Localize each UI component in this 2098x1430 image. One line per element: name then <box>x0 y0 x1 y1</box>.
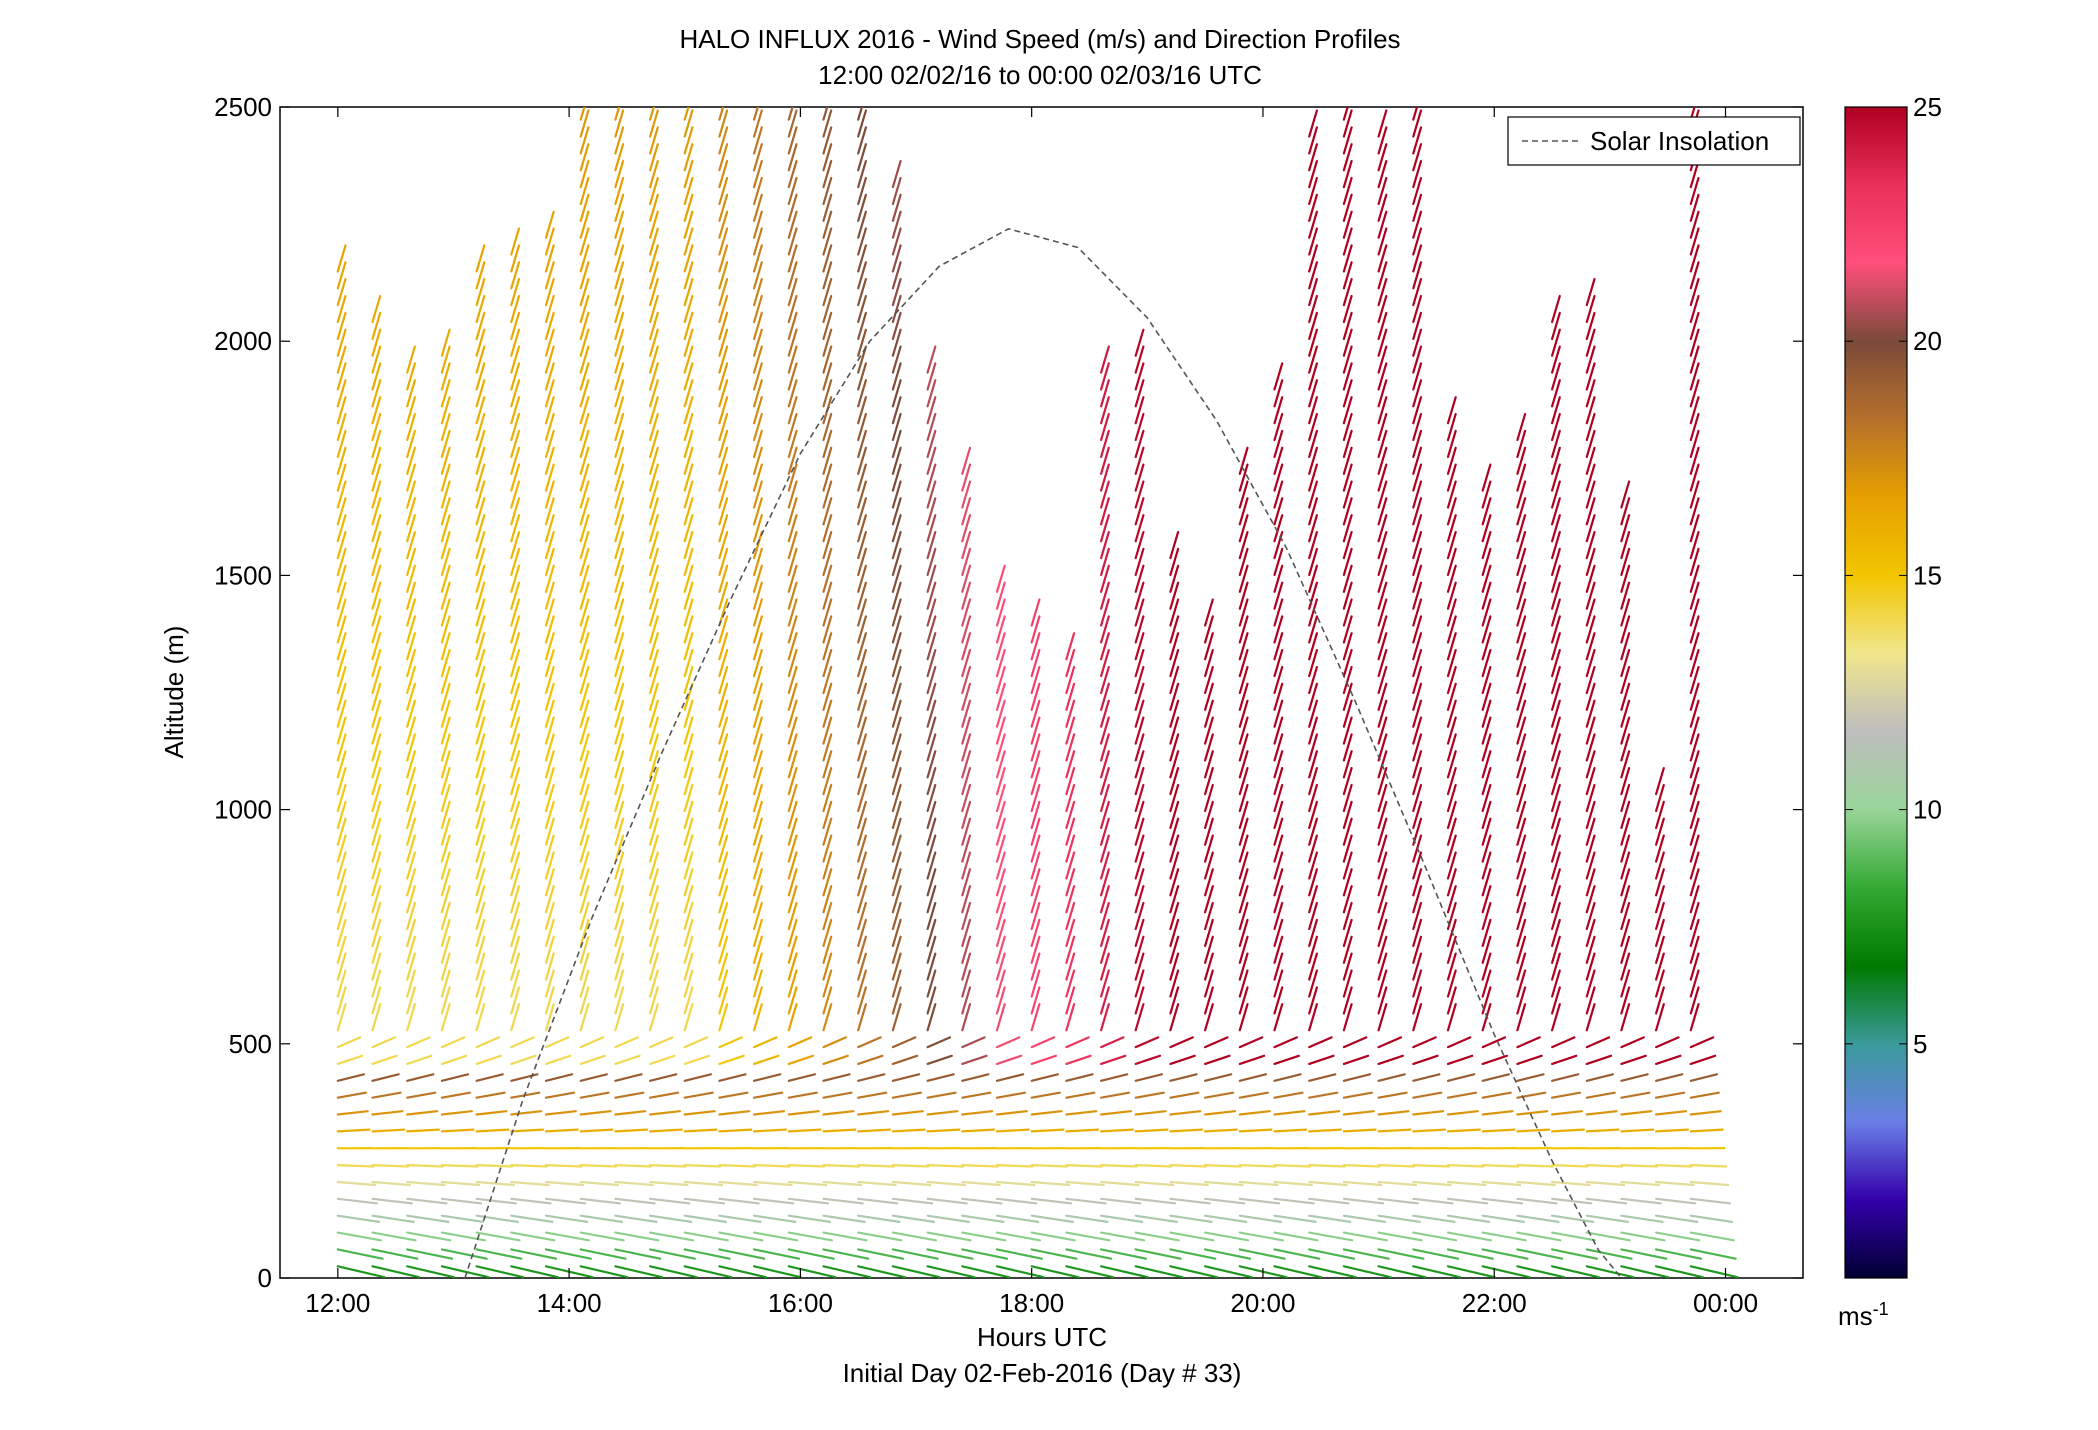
x-tick-label: 16:00 <box>768 1288 833 1318</box>
wind-barb <box>719 1165 755 1166</box>
wind-barb <box>1344 1165 1380 1166</box>
wind-barb <box>893 1165 929 1166</box>
x-axis-sublabel: Initial Day 02-Feb-2016 (Day # 33) <box>843 1358 1242 1388</box>
chart-title: HALO INFLUX 2016 - Wind Speed (m/s) and … <box>679 24 1400 54</box>
wind-barb <box>1621 1165 1657 1166</box>
wind-barb <box>928 1165 964 1166</box>
colorbar-tick-label: 5 <box>1913 1029 1927 1059</box>
y-tick-label: 2000 <box>214 326 272 356</box>
y-tick-label: 2500 <box>214 92 272 122</box>
colorbar-tick-label: 25 <box>1913 92 1942 122</box>
wind-barb <box>1483 1165 1518 1166</box>
wind-barb <box>1205 1165 1241 1166</box>
x-tick-label: 18:00 <box>999 1288 1064 1318</box>
x-tick-label: 14:00 <box>537 1288 602 1318</box>
wind-barb <box>1066 1165 1101 1166</box>
wind-barb <box>650 1165 685 1166</box>
wind-barb <box>754 1165 790 1166</box>
legend: Solar Insolation <box>1508 117 1800 165</box>
x-tick-label: 12:00 <box>305 1288 370 1318</box>
wind-barb <box>1587 1165 1622 1166</box>
wind-barb <box>373 1165 409 1166</box>
y-tick-label: 500 <box>229 1029 272 1059</box>
y-axis-label: Altitude (m) <box>159 626 189 759</box>
wind-barb <box>962 1165 998 1166</box>
wind-barb <box>1517 1165 1552 1166</box>
wind-barb <box>407 1165 443 1166</box>
wind-barb <box>824 1165 860 1166</box>
wind-barb <box>1691 1165 1727 1166</box>
wind-barb <box>442 1165 478 1166</box>
colorbar-unit-exponent: -1 <box>1873 1299 1889 1319</box>
colorbar <box>1845 107 1907 1278</box>
wind-barb <box>1101 1165 1136 1166</box>
wind-barb <box>477 1165 512 1166</box>
wind-barb <box>546 1165 581 1166</box>
wind-barb <box>615 1165 650 1166</box>
wind-barb <box>1240 1165 1276 1166</box>
wind-barb <box>1032 1165 1067 1166</box>
colorbar-tick-label: 15 <box>1913 560 1942 590</box>
y-tick-label: 0 <box>258 1263 272 1293</box>
wind-barb <box>858 1165 894 1166</box>
wind-barb <box>1379 1165 1415 1166</box>
x-tick-label: 20:00 <box>1230 1288 1295 1318</box>
legend-entry-solar: Solar Insolation <box>1590 126 1769 156</box>
colorbar-tick-label: 10 <box>1913 795 1942 825</box>
wind-barb <box>1552 1165 1587 1166</box>
plot-area <box>280 107 1803 1278</box>
y-tick-label: 1000 <box>214 795 272 825</box>
chart-subtitle: 12:00 02/02/16 to 00:00 02/03/16 UTC <box>818 60 1262 90</box>
x-axis-label: Hours UTC <box>977 1322 1107 1352</box>
wind-barb <box>338 1165 374 1166</box>
wind-barb <box>1448 1165 1483 1166</box>
wind-barb <box>1275 1165 1311 1166</box>
wind-barb <box>789 1165 825 1166</box>
wind-barb <box>685 1165 721 1166</box>
colorbar-unit: ms-1 <box>1838 1299 1889 1331</box>
wind-barb <box>1170 1165 1206 1166</box>
wind-barb <box>581 1165 616 1166</box>
colorbar-tick-label: 20 <box>1913 326 1942 356</box>
wind-barb <box>1656 1165 1692 1166</box>
y-tick-label: 1500 <box>214 560 272 590</box>
wind-barb <box>1309 1165 1345 1166</box>
wind-barb <box>997 1165 1032 1166</box>
colorbar-unit-base: ms <box>1838 1301 1873 1331</box>
x-tick-label: 00:00 <box>1693 1288 1758 1318</box>
x-tick-label: 22:00 <box>1462 1288 1527 1318</box>
wind-barb <box>511 1165 547 1166</box>
wind-barb <box>1136 1165 1172 1166</box>
wind-barb <box>1413 1165 1449 1166</box>
